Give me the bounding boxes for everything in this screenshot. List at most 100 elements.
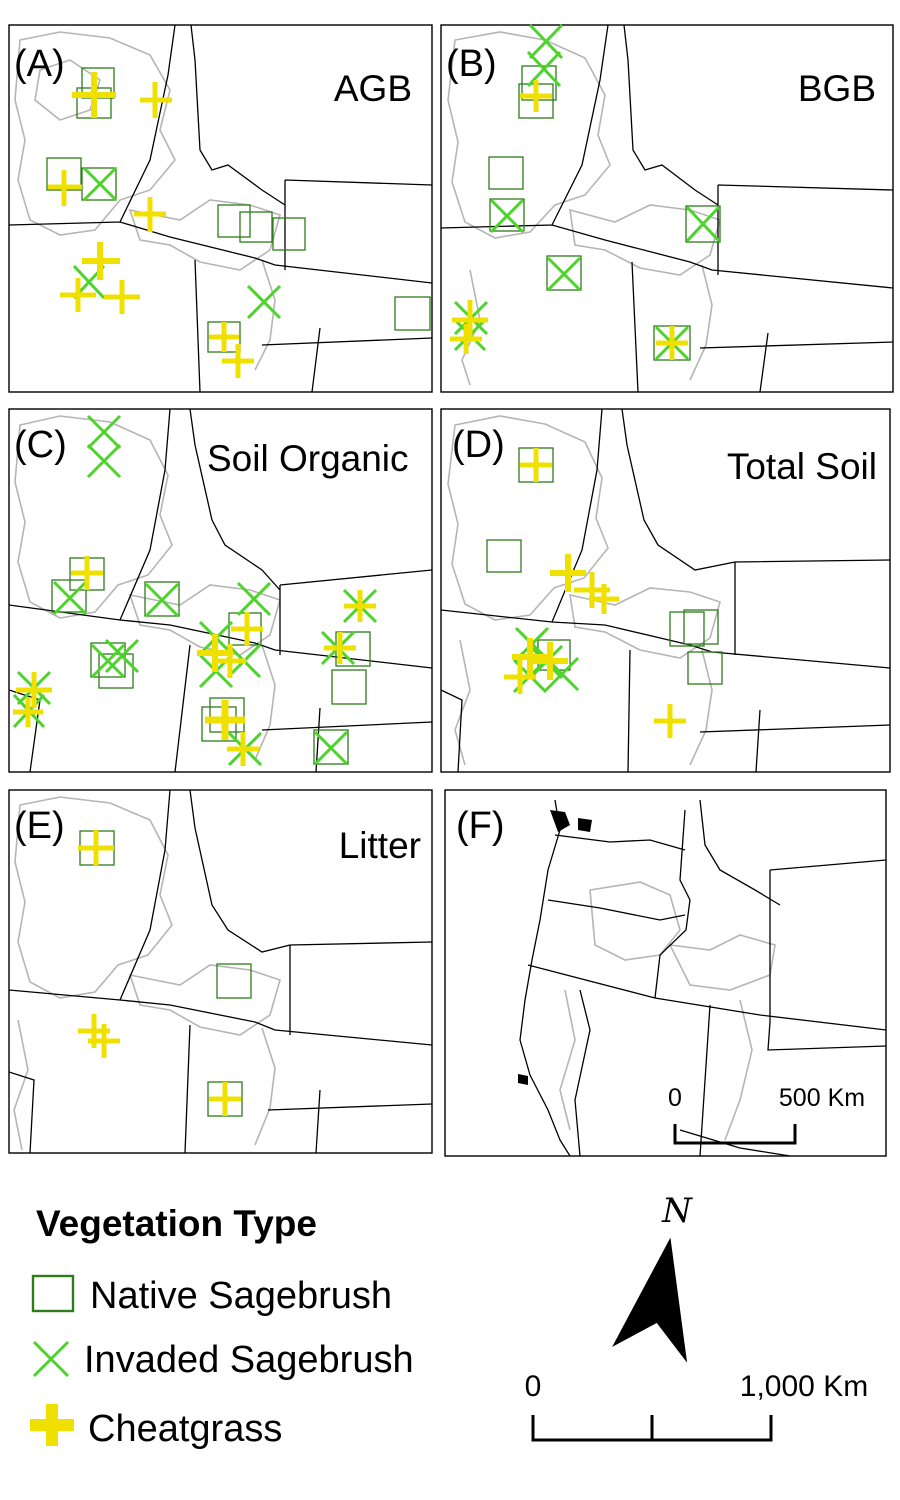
legend-invaded-label: Invaded Sagebrush <box>84 1339 414 1381</box>
legend: Vegetation Type Native Sagebrush Invaded… <box>30 1203 414 1450</box>
native-marker <box>313 729 349 765</box>
cheatgrass-marker <box>227 732 259 766</box>
sagebrush-range-outline <box>14 415 173 619</box>
invaded-marker <box>86 443 122 479</box>
state-borders <box>441 25 893 392</box>
invaded-marker <box>104 638 140 674</box>
cheatgrass-marker <box>450 324 482 354</box>
native-marker <box>217 204 251 238</box>
cheatgrass-symbol <box>30 1404 74 1446</box>
panel-b: (B) BGB <box>440 23 894 393</box>
cheatgrass-marker <box>82 242 120 280</box>
native-marker <box>546 255 582 291</box>
panel-a-markers <box>46 67 431 378</box>
cheatgrass-marker <box>60 278 96 312</box>
panel-d-frame <box>440 408 891 773</box>
native-marker <box>394 296 431 331</box>
native-marker <box>51 579 87 613</box>
native-marker <box>331 669 367 705</box>
panel-f-frame <box>444 789 887 1157</box>
invaded-marker <box>526 50 562 88</box>
native-marker <box>144 581 180 617</box>
north-arrow-icon <box>612 1237 688 1363</box>
cheatgrass-marker <box>72 72 116 118</box>
panel-f: (F) 0 500 Km <box>444 789 887 1157</box>
panel-e-frame <box>8 789 433 1154</box>
invaded-marker <box>52 580 88 616</box>
native-marker <box>216 963 252 999</box>
cheatgrass-marker <box>209 1082 241 1116</box>
native-marker <box>272 217 306 251</box>
invaded-marker <box>489 198 525 234</box>
cheatgrass-marker <box>104 280 140 314</box>
native-marker <box>687 651 723 685</box>
sagebrush-range-outline <box>447 31 611 239</box>
panel-b-title: BGB <box>798 68 876 109</box>
island-shape <box>578 818 592 832</box>
panel-d-title: Total Soil <box>727 446 877 487</box>
panel-d-markers <box>486 447 723 738</box>
cheatgrass-marker <box>140 82 172 118</box>
cheatgrass-marker <box>71 556 103 590</box>
panel-e-letter: (E) <box>14 805 65 847</box>
cheatgrass-marker <box>656 326 688 360</box>
sagebrush-range-outline <box>589 881 681 961</box>
main-scale-bar: 0 1,000 Km <box>525 1370 868 1442</box>
cheatgrass-marker <box>48 170 82 206</box>
cheatgrass-marker <box>16 672 52 708</box>
cheatgrass-marker <box>205 700 245 740</box>
panel-c-markers <box>12 414 378 767</box>
inset-scale-end: 500 Km <box>779 1084 865 1112</box>
panel-c-title: Soil Organic <box>207 438 409 479</box>
invaded-marker <box>236 581 272 617</box>
panel-e-map <box>9 790 432 1153</box>
invaded-marker <box>546 256 582 292</box>
cheatgrass-marker <box>520 448 552 482</box>
cheatgrass-marker <box>209 322 239 352</box>
invaded-marker <box>90 643 126 679</box>
state-borders <box>527 799 886 1156</box>
invaded-sagebrush-symbol <box>32 1340 70 1378</box>
invaded-marker <box>86 414 122 450</box>
native-marker <box>239 211 273 243</box>
cheatgrass-marker <box>78 830 114 866</box>
sagebrush-range-outline <box>14 796 173 999</box>
cheatgrass-marker <box>197 634 233 672</box>
invaded-marker <box>685 205 721 243</box>
invaded-marker <box>313 730 349 766</box>
panel-b-map <box>441 25 893 392</box>
state-borders <box>441 409 890 772</box>
native-sagebrush-symbol <box>31 1274 75 1313</box>
panel-d: (D) Total Soil <box>440 408 891 773</box>
state-borders <box>9 790 432 1153</box>
panel-b-markers <box>450 23 721 361</box>
panel-a-map <box>9 25 432 392</box>
inset-scale-start: 0 <box>668 1084 682 1112</box>
coastline <box>519 799 571 1156</box>
inset-scale-bar: 0 500 Km <box>668 1084 865 1145</box>
cheatgrass-marker <box>231 612 263 646</box>
island-shape <box>518 1074 528 1085</box>
panel-e-title: Litter <box>339 825 421 866</box>
native-marker <box>81 167 117 201</box>
main-scale-end: 1,000 Km <box>740 1370 868 1403</box>
panel-f-letter: (F) <box>456 805 505 847</box>
main-scale-start: 0 <box>525 1370 542 1403</box>
panel-f-map <box>518 799 886 1156</box>
main-scale-line <box>531 1415 773 1442</box>
legend-native-label: Native Sagebrush <box>90 1275 392 1317</box>
legend-cheatgrass-label: Cheatgrass <box>88 1408 282 1450</box>
cheatgrass-marker <box>452 300 488 340</box>
cheatgrass-marker <box>654 704 686 738</box>
panel-e: (E) Litter <box>8 789 433 1154</box>
panel-a-letter: (A) <box>14 43 65 85</box>
native-marker <box>669 611 705 647</box>
cheatgrass-marker <box>88 1024 120 1058</box>
panel-e-markers <box>78 830 252 1117</box>
panel-a-title: AGB <box>334 68 412 109</box>
cheatgrass-marker <box>344 590 376 622</box>
native-marker <box>683 609 719 645</box>
north-label: N <box>661 1191 693 1231</box>
native-marker <box>489 198 525 232</box>
